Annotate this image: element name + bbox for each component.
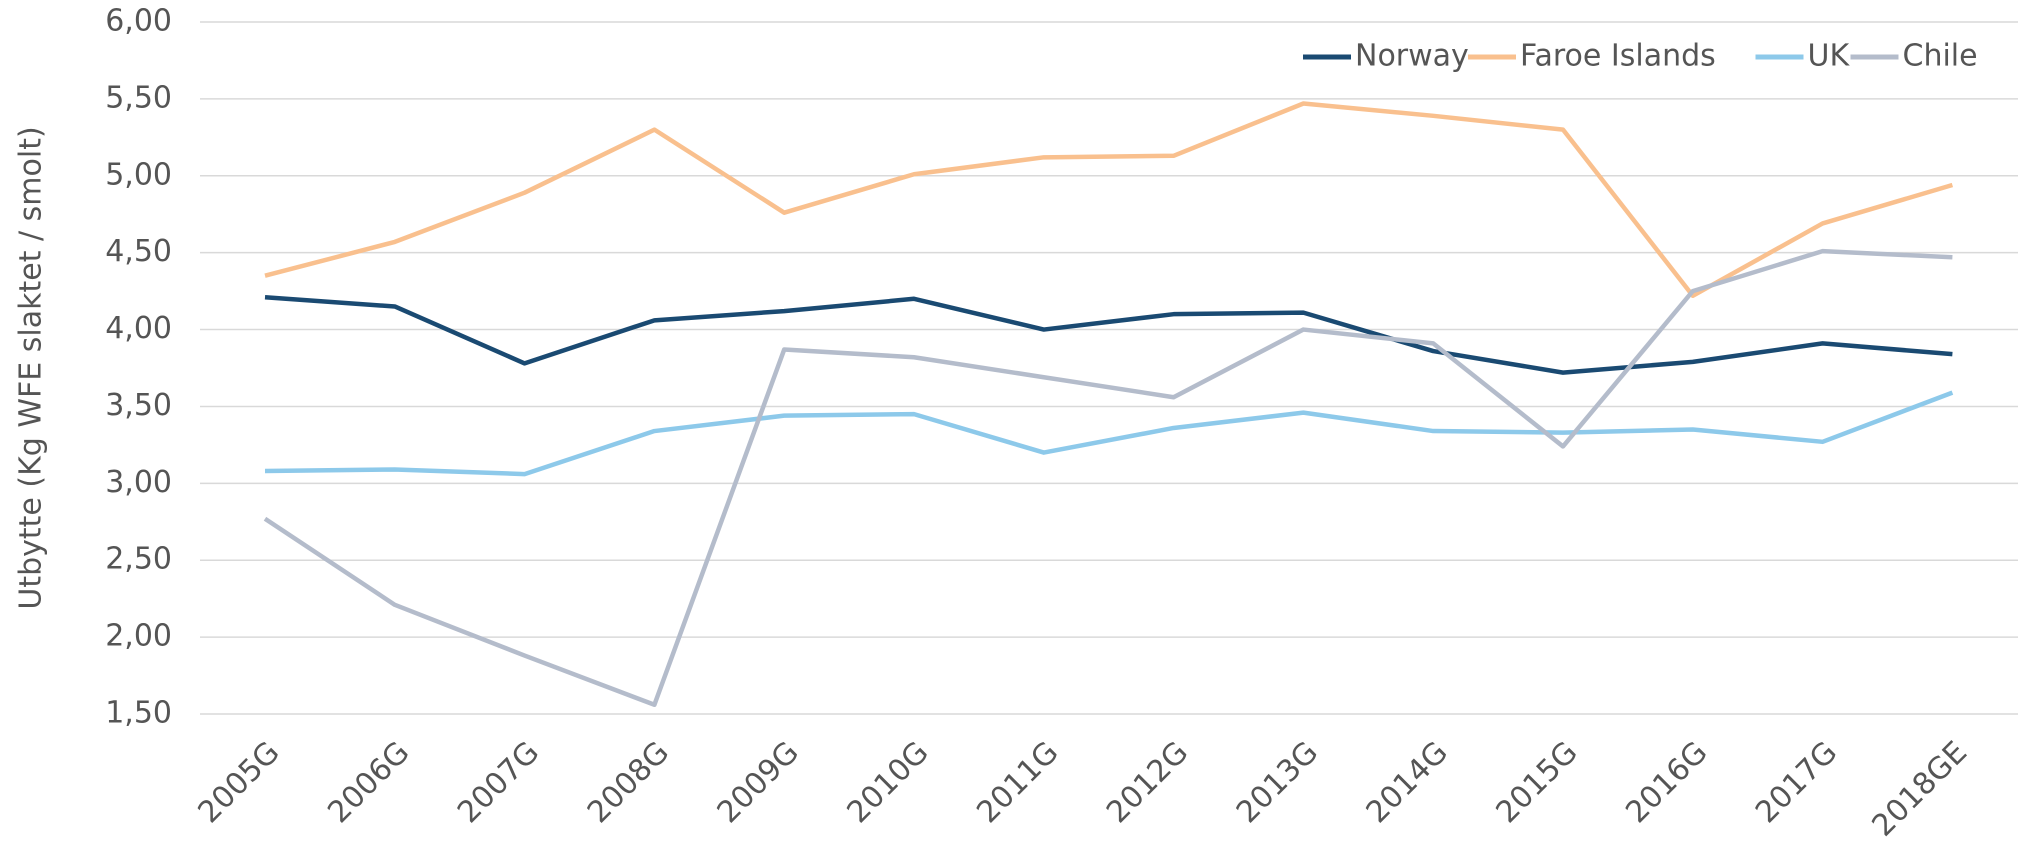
x-tick-label: 2007G <box>451 735 546 830</box>
x-tick-label: 2010G <box>840 735 935 830</box>
y-tick-label: 6,00 <box>105 4 172 39</box>
y-tick-label: 5,50 <box>105 80 172 115</box>
x-tick-label: 2008G <box>581 735 676 830</box>
y-tick-label: 4,00 <box>105 311 172 346</box>
x-tick-label: 2016G <box>1619 735 1714 830</box>
x-tick-label: 2015G <box>1489 735 1584 830</box>
legend-label: Chile <box>1903 39 1978 74</box>
legend-label: Norway <box>1355 39 1469 74</box>
x-tick-label: 2012G <box>1100 735 1195 830</box>
x-tick-label: 2011G <box>970 735 1065 830</box>
x-tick-label: 2013G <box>1230 735 1325 830</box>
y-tick-label: 2,50 <box>105 542 172 577</box>
y-tick-label: 5,00 <box>105 157 172 192</box>
line-series <box>264 390 1954 477</box>
line-series <box>263 248 1953 708</box>
y-tick-label: 3,00 <box>105 465 172 500</box>
x-tick-label: 2018GE <box>1865 735 1974 844</box>
x-tick-label: 2017G <box>1749 735 1844 830</box>
y-tick-label: 1,50 <box>105 696 172 731</box>
y-tick-label: 4,50 <box>105 234 172 269</box>
line-series <box>264 101 1954 298</box>
legend-label: Faroe Islands <box>1520 39 1716 74</box>
y-tick-label: 2,00 <box>105 619 172 654</box>
line-series <box>264 295 1953 375</box>
x-tick-label: 2014G <box>1360 735 1455 830</box>
legend-label: UK <box>1808 39 1851 74</box>
x-tick-label: 2006G <box>321 735 416 830</box>
y-axis-label: Utbytte (Kg WFE slaktet / smolt) <box>14 126 49 609</box>
x-tick-label: 2009G <box>711 735 806 830</box>
x-tick-label: 2005G <box>191 735 286 830</box>
y-tick-label: 3,50 <box>105 388 172 423</box>
